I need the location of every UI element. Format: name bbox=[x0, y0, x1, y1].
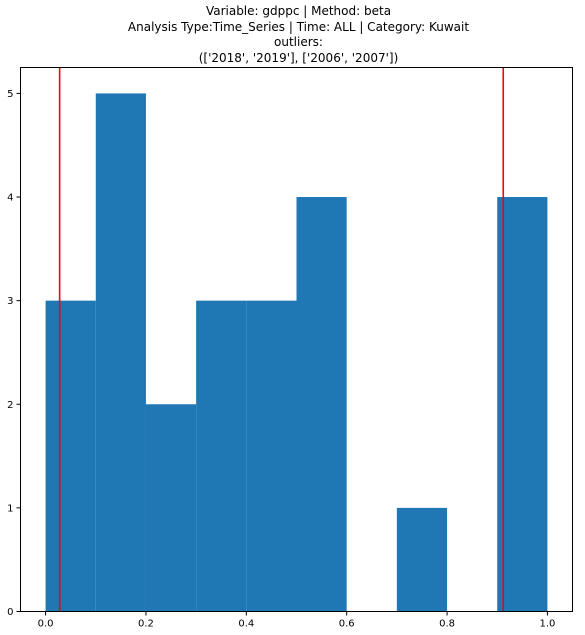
plot-frame bbox=[20, 67, 573, 612]
x-tick-label: 1.0 bbox=[539, 619, 555, 630]
histogram-bar bbox=[45, 300, 96, 612]
histogram-bar bbox=[145, 404, 197, 612]
x-tick-label: 0.4 bbox=[238, 619, 254, 630]
histogram-bar bbox=[296, 197, 347, 612]
title-line-1: Variable: gdppc | Method: beta bbox=[205, 4, 392, 18]
x-tick-label: 0.2 bbox=[138, 619, 154, 630]
y-tick-label: 4 bbox=[7, 193, 13, 204]
x-tick-label: 0.0 bbox=[38, 619, 54, 630]
histogram-bar bbox=[396, 507, 448, 612]
y-axis: 0 1 2 3 4 5 bbox=[7, 89, 21, 618]
histogram-bar bbox=[196, 300, 247, 612]
x-tick-label: 0.6 bbox=[339, 619, 355, 630]
histogram-bar bbox=[246, 300, 297, 612]
histogram-bar bbox=[95, 93, 146, 612]
y-tick-label: 5 bbox=[7, 89, 13, 100]
x-axis: 0.0 0.2 0.4 0.6 0.8 1.0 bbox=[38, 611, 555, 630]
title-line-3: outliers: bbox=[274, 35, 323, 49]
x-tick-label: 0.8 bbox=[439, 619, 455, 630]
y-tick-label: 0 bbox=[7, 607, 13, 618]
bars-group bbox=[45, 93, 548, 612]
y-tick-label: 2 bbox=[7, 400, 13, 411]
title-line-4: (['2018', '2019'], ['2006', '2007']) bbox=[198, 50, 399, 65]
histogram-bar bbox=[497, 197, 548, 612]
title-line-2: Analysis Type:Time_Series | Time: ALL | … bbox=[127, 19, 470, 34]
chart-title: Variable: gdppc | Method: beta Analysis … bbox=[0, 4, 585, 66]
y-tick-label: 1 bbox=[7, 503, 13, 514]
outlier-lines-group bbox=[58, 67, 505, 612]
y-tick-label: 3 bbox=[7, 296, 13, 307]
